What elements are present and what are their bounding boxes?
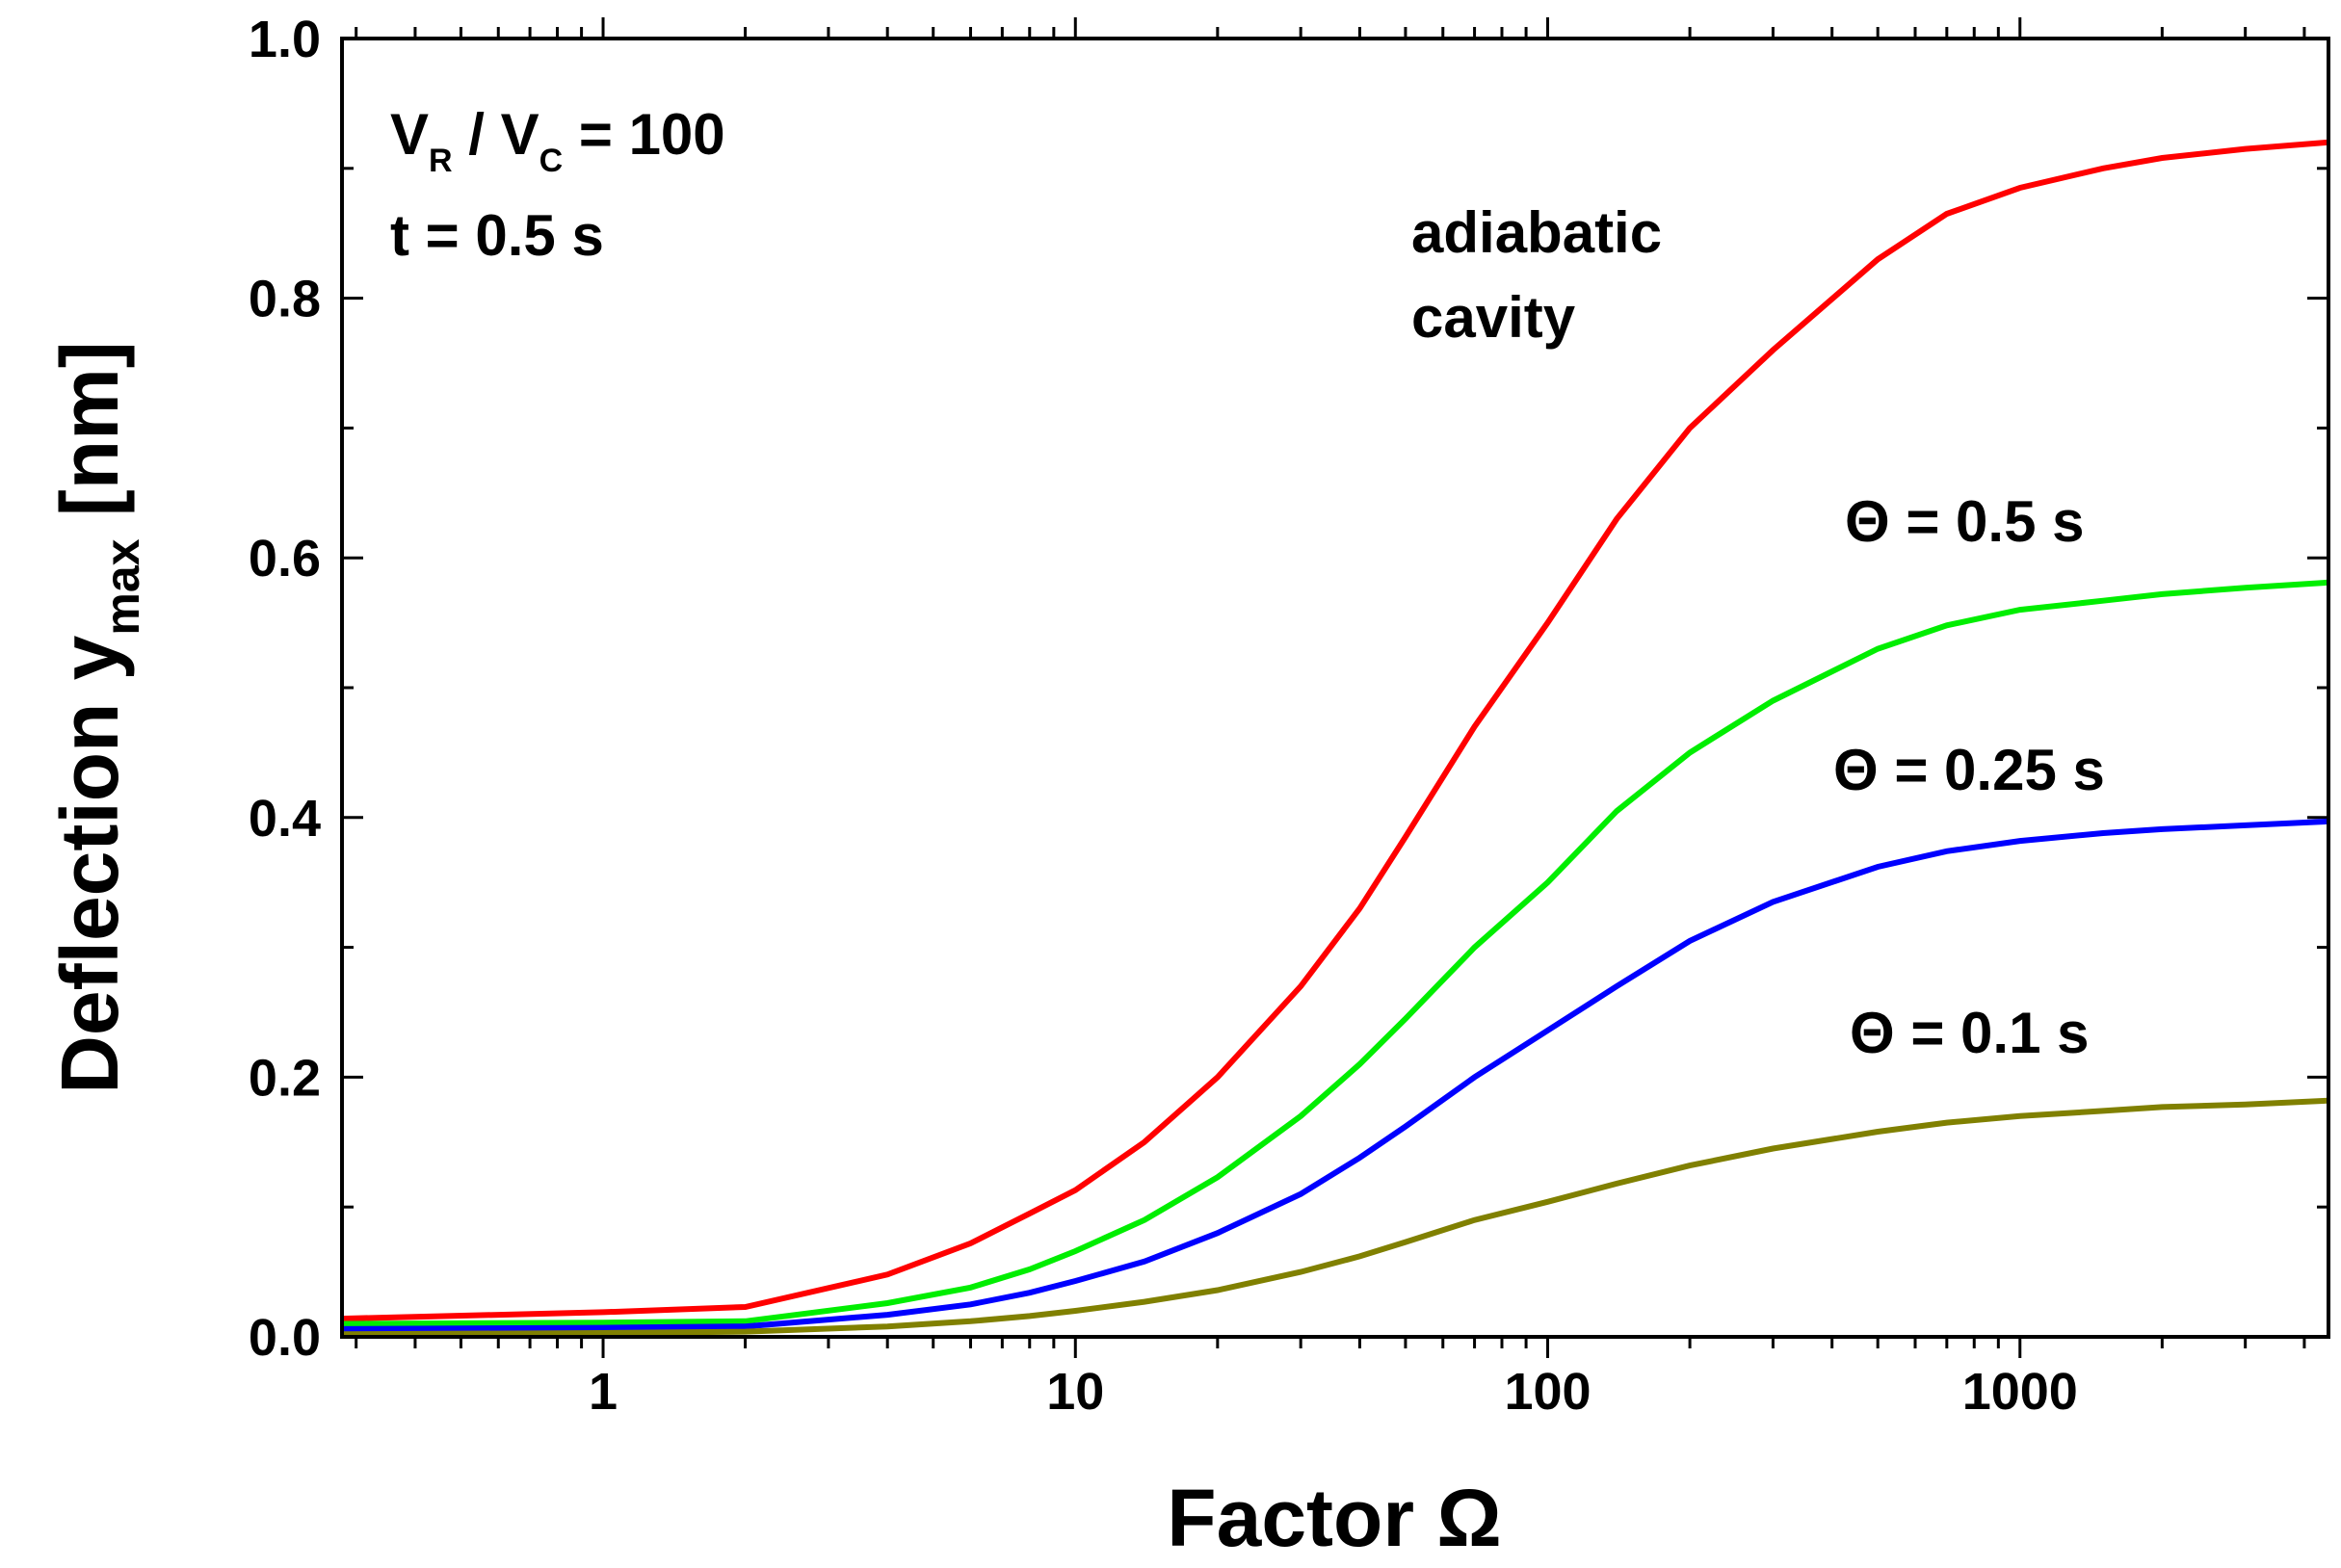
x-axis-title: Factor Ω bbox=[1167, 1473, 1501, 1563]
y-axis-title-main: Deflection y bbox=[44, 635, 135, 1093]
y-axis-title-sub: max bbox=[95, 538, 149, 635]
y-tick-label-2: 0.4 bbox=[249, 790, 321, 848]
y-tick-label-1: 0.2 bbox=[249, 1049, 321, 1107]
x-tick-label-100: 100 bbox=[1504, 1363, 1591, 1421]
adiabatic-label-line2: cavity bbox=[1411, 285, 1576, 350]
params-ratio-b-sub: C bbox=[539, 143, 564, 179]
x-tick-label-1: 1 bbox=[589, 1363, 618, 1421]
y-tick-label-4: 0.8 bbox=[249, 271, 321, 328]
theta-0-5-label: Θ = 0.5 s bbox=[1845, 489, 2085, 554]
y-axis-title: Deflection ymax [nm] bbox=[44, 341, 149, 1093]
y-axis-title-space bbox=[44, 516, 135, 538]
x-tick-label-10: 10 bbox=[1046, 1363, 1104, 1421]
params-ratio-a-sub: R bbox=[429, 143, 453, 179]
series-lines bbox=[341, 139, 2329, 1338]
y-axis-title-unit: [nm] bbox=[44, 341, 135, 516]
y-tick-labels: 0.0 0.2 0.4 0.6 0.8 1.0 bbox=[249, 11, 321, 1367]
plot-frame bbox=[340, 37, 2330, 1339]
params-time-label: t = 0.5 s bbox=[390, 203, 604, 268]
series-line-adiabatic bbox=[341, 139, 2329, 1322]
params-ratio-a: V bbox=[390, 102, 429, 167]
theta-0-25-label: Θ = 0.25 s bbox=[1833, 738, 2105, 802]
y-tick-label-3: 0.6 bbox=[249, 530, 321, 588]
params-ratio-b: / V bbox=[453, 102, 539, 167]
adiabatic-label-line1: adiabatic bbox=[1411, 200, 1662, 265]
series-line-theta-0-1 bbox=[341, 1097, 2329, 1338]
x-tick-label-1000: 1000 bbox=[1962, 1363, 2078, 1421]
params-ratio-label: VR / VC = 100 bbox=[390, 102, 725, 179]
series-line-theta-0-5 bbox=[341, 579, 2329, 1327]
y-tick-label-5: 1.0 bbox=[249, 11, 321, 68]
series-line-theta-0-25 bbox=[341, 818, 2329, 1332]
y-tick-label-0: 0.0 bbox=[249, 1309, 321, 1367]
x-tick-labels: 1 10 100 1000 bbox=[589, 1363, 2078, 1421]
theta-0-1-label: Θ = 0.1 s bbox=[1850, 1001, 2090, 1065]
params-ratio-c: = 100 bbox=[563, 102, 725, 167]
